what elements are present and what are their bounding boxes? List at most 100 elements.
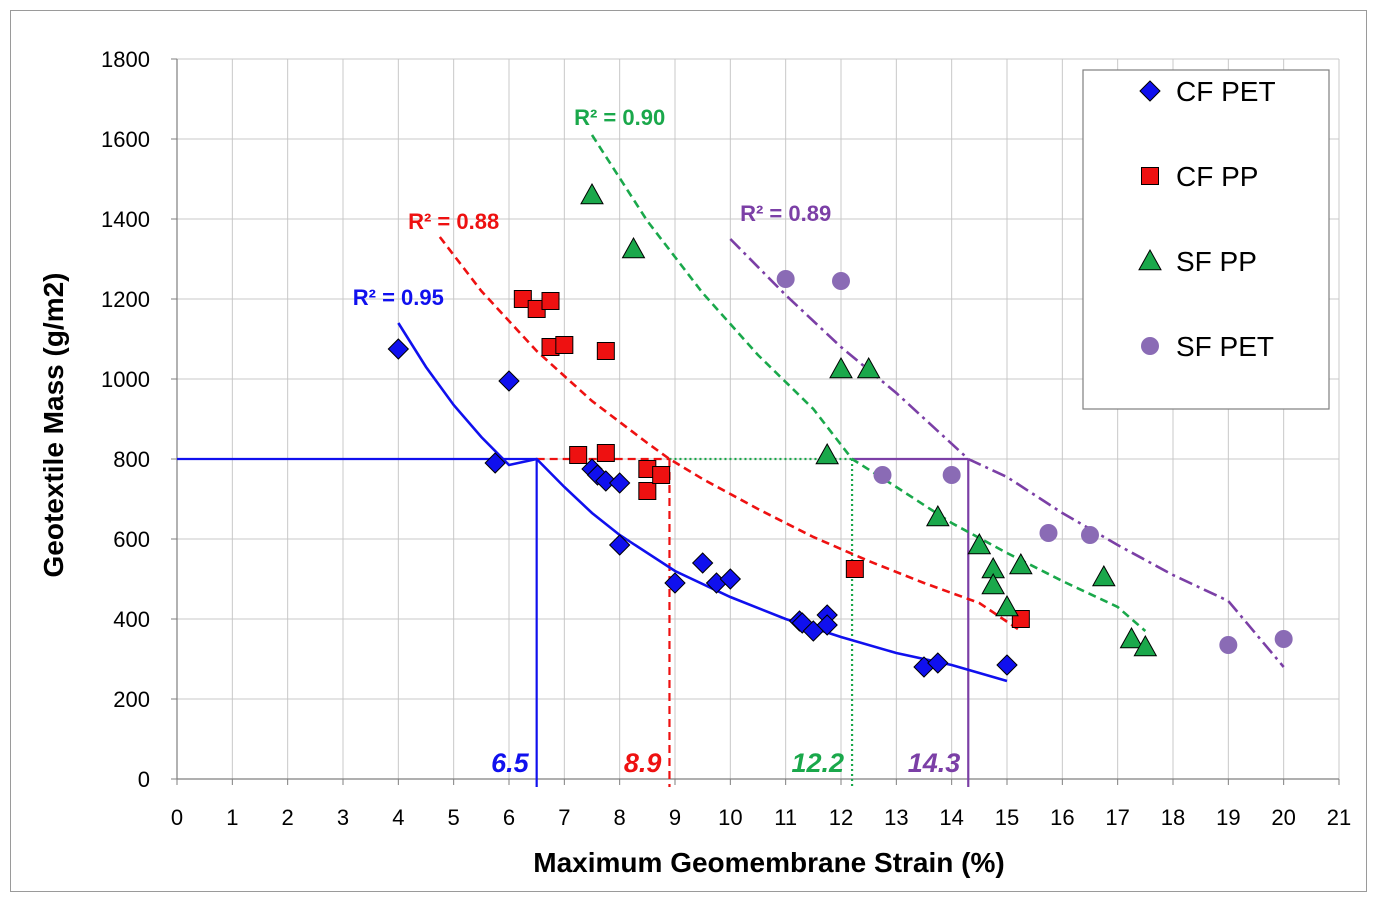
square-point — [569, 446, 588, 464]
triangle-point — [995, 594, 1019, 617]
legend: CF PET CF PP SF PP SF PET — [1082, 69, 1330, 410]
grid-lines — [171, 58, 1340, 785]
diamond-point — [608, 472, 631, 494]
legend-label: CF PET — [1176, 76, 1276, 107]
x-tick-label: 17 — [1105, 805, 1129, 830]
triangle-point — [1133, 634, 1158, 657]
square-point — [845, 560, 864, 578]
y-tick-label: 1600 — [101, 127, 150, 152]
y-tick-label: 1200 — [101, 287, 150, 312]
x-tick-label: 4 — [392, 805, 404, 830]
triangle-point — [815, 442, 840, 465]
legend-label: CF PP — [1176, 161, 1258, 192]
triangle-point — [925, 504, 950, 527]
triangle-point — [580, 182, 604, 205]
trendline-cf-pet — [397, 322, 1008, 683]
trendline-cf-pp — [438, 236, 1022, 633]
x-tick-label: 2 — [282, 805, 294, 830]
legend-box — [1082, 69, 1330, 410]
triangle-point — [621, 236, 646, 259]
x-tick-label: 3 — [337, 805, 349, 830]
square-point — [541, 292, 560, 310]
triangle-point — [981, 572, 1006, 595]
strain-marker-label: 12.2 — [792, 748, 845, 778]
diamond-point — [816, 614, 838, 636]
legend-label: SF PP — [1176, 246, 1257, 277]
x-tick-label: 0 — [171, 805, 183, 830]
square-point — [638, 482, 657, 500]
r-squared-label: R² = 0.95 — [353, 285, 444, 310]
diamond-point — [595, 470, 617, 492]
legend-triangle-icon — [1138, 248, 1162, 271]
legend-circle-icon — [1141, 337, 1159, 355]
triangle-point — [1091, 564, 1116, 587]
legend-square-icon — [1141, 167, 1159, 185]
x-tick-label: 12 — [829, 805, 853, 830]
diamond-point — [996, 654, 1018, 676]
r-squared-label: R² = 0.88 — [408, 209, 499, 234]
strain-marker-label: 14.3 — [908, 748, 961, 778]
y-tick-label: 1800 — [101, 47, 150, 72]
diamond-point — [484, 452, 506, 474]
y-tick-label: 400 — [113, 607, 150, 632]
x-tick-label: 1 — [226, 805, 238, 830]
circle-point — [1039, 524, 1058, 542]
triangle-point — [856, 356, 881, 379]
square-point — [652, 466, 671, 484]
diamond-point — [664, 572, 686, 594]
circle-point — [942, 466, 961, 484]
y-tick-label: 1000 — [101, 367, 150, 392]
triangle-point — [967, 532, 992, 555]
x-tick-label: 16 — [1050, 805, 1074, 830]
tick-labels: 0 1 2 3 4 5 6 7 8 9 10 11 12 13 14 15 16 17 18 19 20 21020040… — [101, 47, 1351, 830]
diamond-point — [608, 534, 631, 556]
circle-point — [1219, 636, 1238, 654]
trendline-sf-pet — [729, 238, 1285, 668]
x-tick-label: 8 — [614, 805, 626, 830]
data-points — [387, 182, 1293, 678]
diamond-point — [927, 652, 949, 674]
y-tick-label: 0 — [138, 767, 150, 792]
circle-point — [832, 272, 850, 290]
diamond-point — [719, 568, 742, 590]
y-tick-label: 200 — [113, 687, 150, 712]
diamond-point — [498, 370, 520, 392]
legend-label: SF PET — [1176, 331, 1274, 362]
x-tick-label: 5 — [448, 805, 460, 830]
strain-marker-label: 6.5 — [491, 748, 530, 778]
x-tick-label: 7 — [558, 805, 570, 830]
x-axis-title: Maximum Geomembrane Strain (%) — [533, 847, 1004, 878]
x-tick-label: 19 — [1216, 805, 1240, 830]
x-tick-label: 13 — [884, 805, 908, 830]
diamond-point — [387, 338, 410, 360]
x-tick-label: 20 — [1271, 805, 1295, 830]
strain-marker-label: 8.9 — [624, 748, 662, 778]
x-tick-label: 11 — [774, 805, 797, 830]
r-squared-label: R² = 0.89 — [740, 201, 831, 226]
annotations: 6.5 8.9 12.2 14.3 R² = 0.95 R² = 0.88 R² = 0.9… — [353, 105, 960, 778]
x-tick-label: 15 — [995, 805, 1019, 830]
square-point — [555, 336, 574, 354]
x-tick-label: 9 — [669, 805, 681, 830]
x-tick-label: 14 — [939, 805, 963, 830]
square-point — [513, 290, 532, 308]
circle-point — [1274, 630, 1293, 648]
square-point — [596, 444, 615, 462]
square-point — [596, 342, 615, 360]
y-tick-label: 800 — [113, 447, 150, 472]
x-tick-label: 21 — [1327, 805, 1351, 830]
reference-lines — [177, 457, 970, 787]
y-tick-label: 1400 — [101, 207, 150, 232]
x-tick-label: 18 — [1161, 805, 1185, 830]
x-tick-label: 10 — [718, 805, 742, 830]
y-axis-title: Geotextile Mass (g/m2) — [38, 273, 69, 578]
triangle-point — [1119, 626, 1144, 649]
legend-diamond-icon — [1139, 80, 1161, 102]
circle-point — [776, 270, 795, 288]
circle-point — [1081, 526, 1099, 544]
diamond-point — [691, 552, 714, 574]
r-squared-label: R² = 0.90 — [574, 105, 665, 130]
triangle-point — [829, 356, 853, 379]
x-tick-label: 6 — [503, 805, 515, 830]
